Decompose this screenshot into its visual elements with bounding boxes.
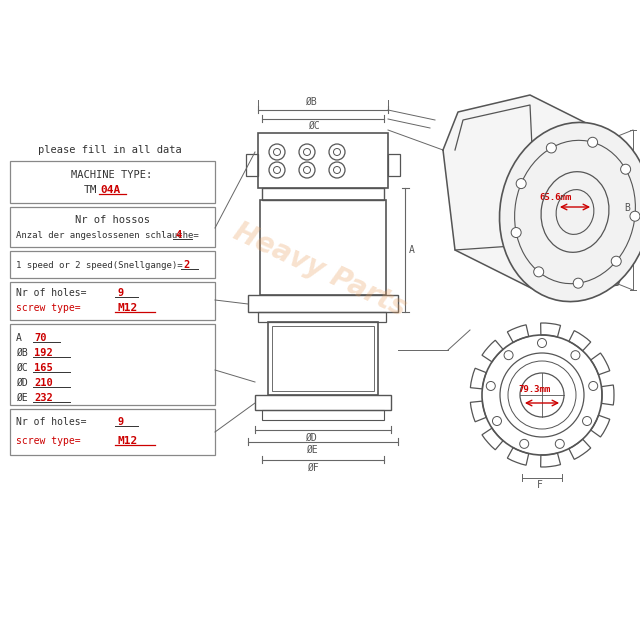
Polygon shape [443, 95, 632, 295]
Text: 65.6mm: 65.6mm [539, 193, 572, 202]
Text: Nr of holes=: Nr of holes= [16, 288, 86, 298]
Text: A: A [409, 245, 415, 255]
Bar [258, 133, 388, 188]
Text: ØD: ØD [305, 433, 317, 443]
Text: ØF: ØF [307, 463, 319, 473]
Bar [10, 251, 215, 278]
Text: F: F [537, 480, 543, 490]
Text: TM: TM [84, 185, 97, 195]
Circle shape [630, 211, 640, 221]
Text: ØC: ØC [308, 121, 320, 131]
Bar [10, 161, 215, 203]
Bar [388, 154, 400, 176]
Text: 1 speed or 2 speed(Snellgange)=: 1 speed or 2 speed(Snellgange)= [16, 260, 182, 269]
Bar [246, 154, 258, 176]
Ellipse shape [499, 122, 640, 301]
Bar [10, 282, 215, 320]
Circle shape [589, 381, 598, 390]
Circle shape [504, 351, 513, 360]
Circle shape [588, 137, 598, 147]
Circle shape [556, 440, 564, 449]
Text: 210: 210 [34, 378, 52, 388]
Circle shape [573, 278, 583, 288]
Text: please fill in all data: please fill in all data [38, 145, 182, 155]
Text: ØC: ØC [16, 363, 28, 373]
Text: 192: 192 [34, 348, 52, 358]
Circle shape [492, 417, 502, 426]
Text: MACHINE TYPE:: MACHINE TYPE: [72, 170, 152, 180]
Text: 2: 2 [183, 260, 189, 270]
Text: Nr of hossos: Nr of hossos [74, 215, 150, 225]
Circle shape [611, 256, 621, 266]
Text: B: B [624, 203, 630, 213]
Text: 232: 232 [34, 393, 52, 403]
Circle shape [511, 228, 521, 237]
Text: 9: 9 [117, 417, 124, 427]
Bar [10, 324, 215, 405]
Text: A: A [16, 333, 22, 343]
Text: 04A: 04A [100, 185, 120, 195]
Text: 70: 70 [34, 333, 47, 343]
Bar [262, 188, 384, 200]
Bar [248, 295, 398, 312]
Text: screw type=: screw type= [16, 303, 81, 313]
Text: screw type=: screw type= [16, 436, 81, 446]
Text: Nr of holes=: Nr of holes= [16, 417, 86, 427]
Bar [10, 409, 215, 455]
Circle shape [621, 164, 630, 174]
Text: 4: 4 [175, 230, 181, 240]
Bar [268, 322, 378, 395]
Bar [258, 312, 386, 322]
Text: ØB: ØB [305, 97, 317, 107]
Circle shape [520, 440, 529, 449]
Bar [272, 326, 374, 391]
Text: ØE: ØE [306, 445, 317, 455]
Circle shape [516, 179, 526, 189]
Bar [262, 410, 384, 420]
Bar [260, 200, 386, 295]
Bar [10, 207, 215, 247]
Text: 79.3mm: 79.3mm [518, 385, 550, 394]
Text: 165: 165 [34, 363, 52, 373]
Bar [255, 395, 391, 410]
Text: ØD: ØD [16, 378, 28, 388]
Text: Heavy Parts: Heavy Parts [229, 218, 411, 323]
Circle shape [582, 417, 591, 426]
Circle shape [534, 267, 544, 277]
Circle shape [571, 351, 580, 360]
Text: 9: 9 [117, 288, 124, 298]
Text: M12: M12 [117, 436, 137, 446]
Circle shape [547, 143, 556, 153]
Text: M12: M12 [117, 303, 137, 313]
Text: ØB: ØB [16, 348, 28, 358]
Text: ØE: ØE [16, 393, 28, 403]
Circle shape [486, 381, 495, 390]
Circle shape [538, 339, 547, 348]
Text: Anzal der angeslossenen schlauche=: Anzal der angeslossenen schlauche= [16, 230, 199, 239]
